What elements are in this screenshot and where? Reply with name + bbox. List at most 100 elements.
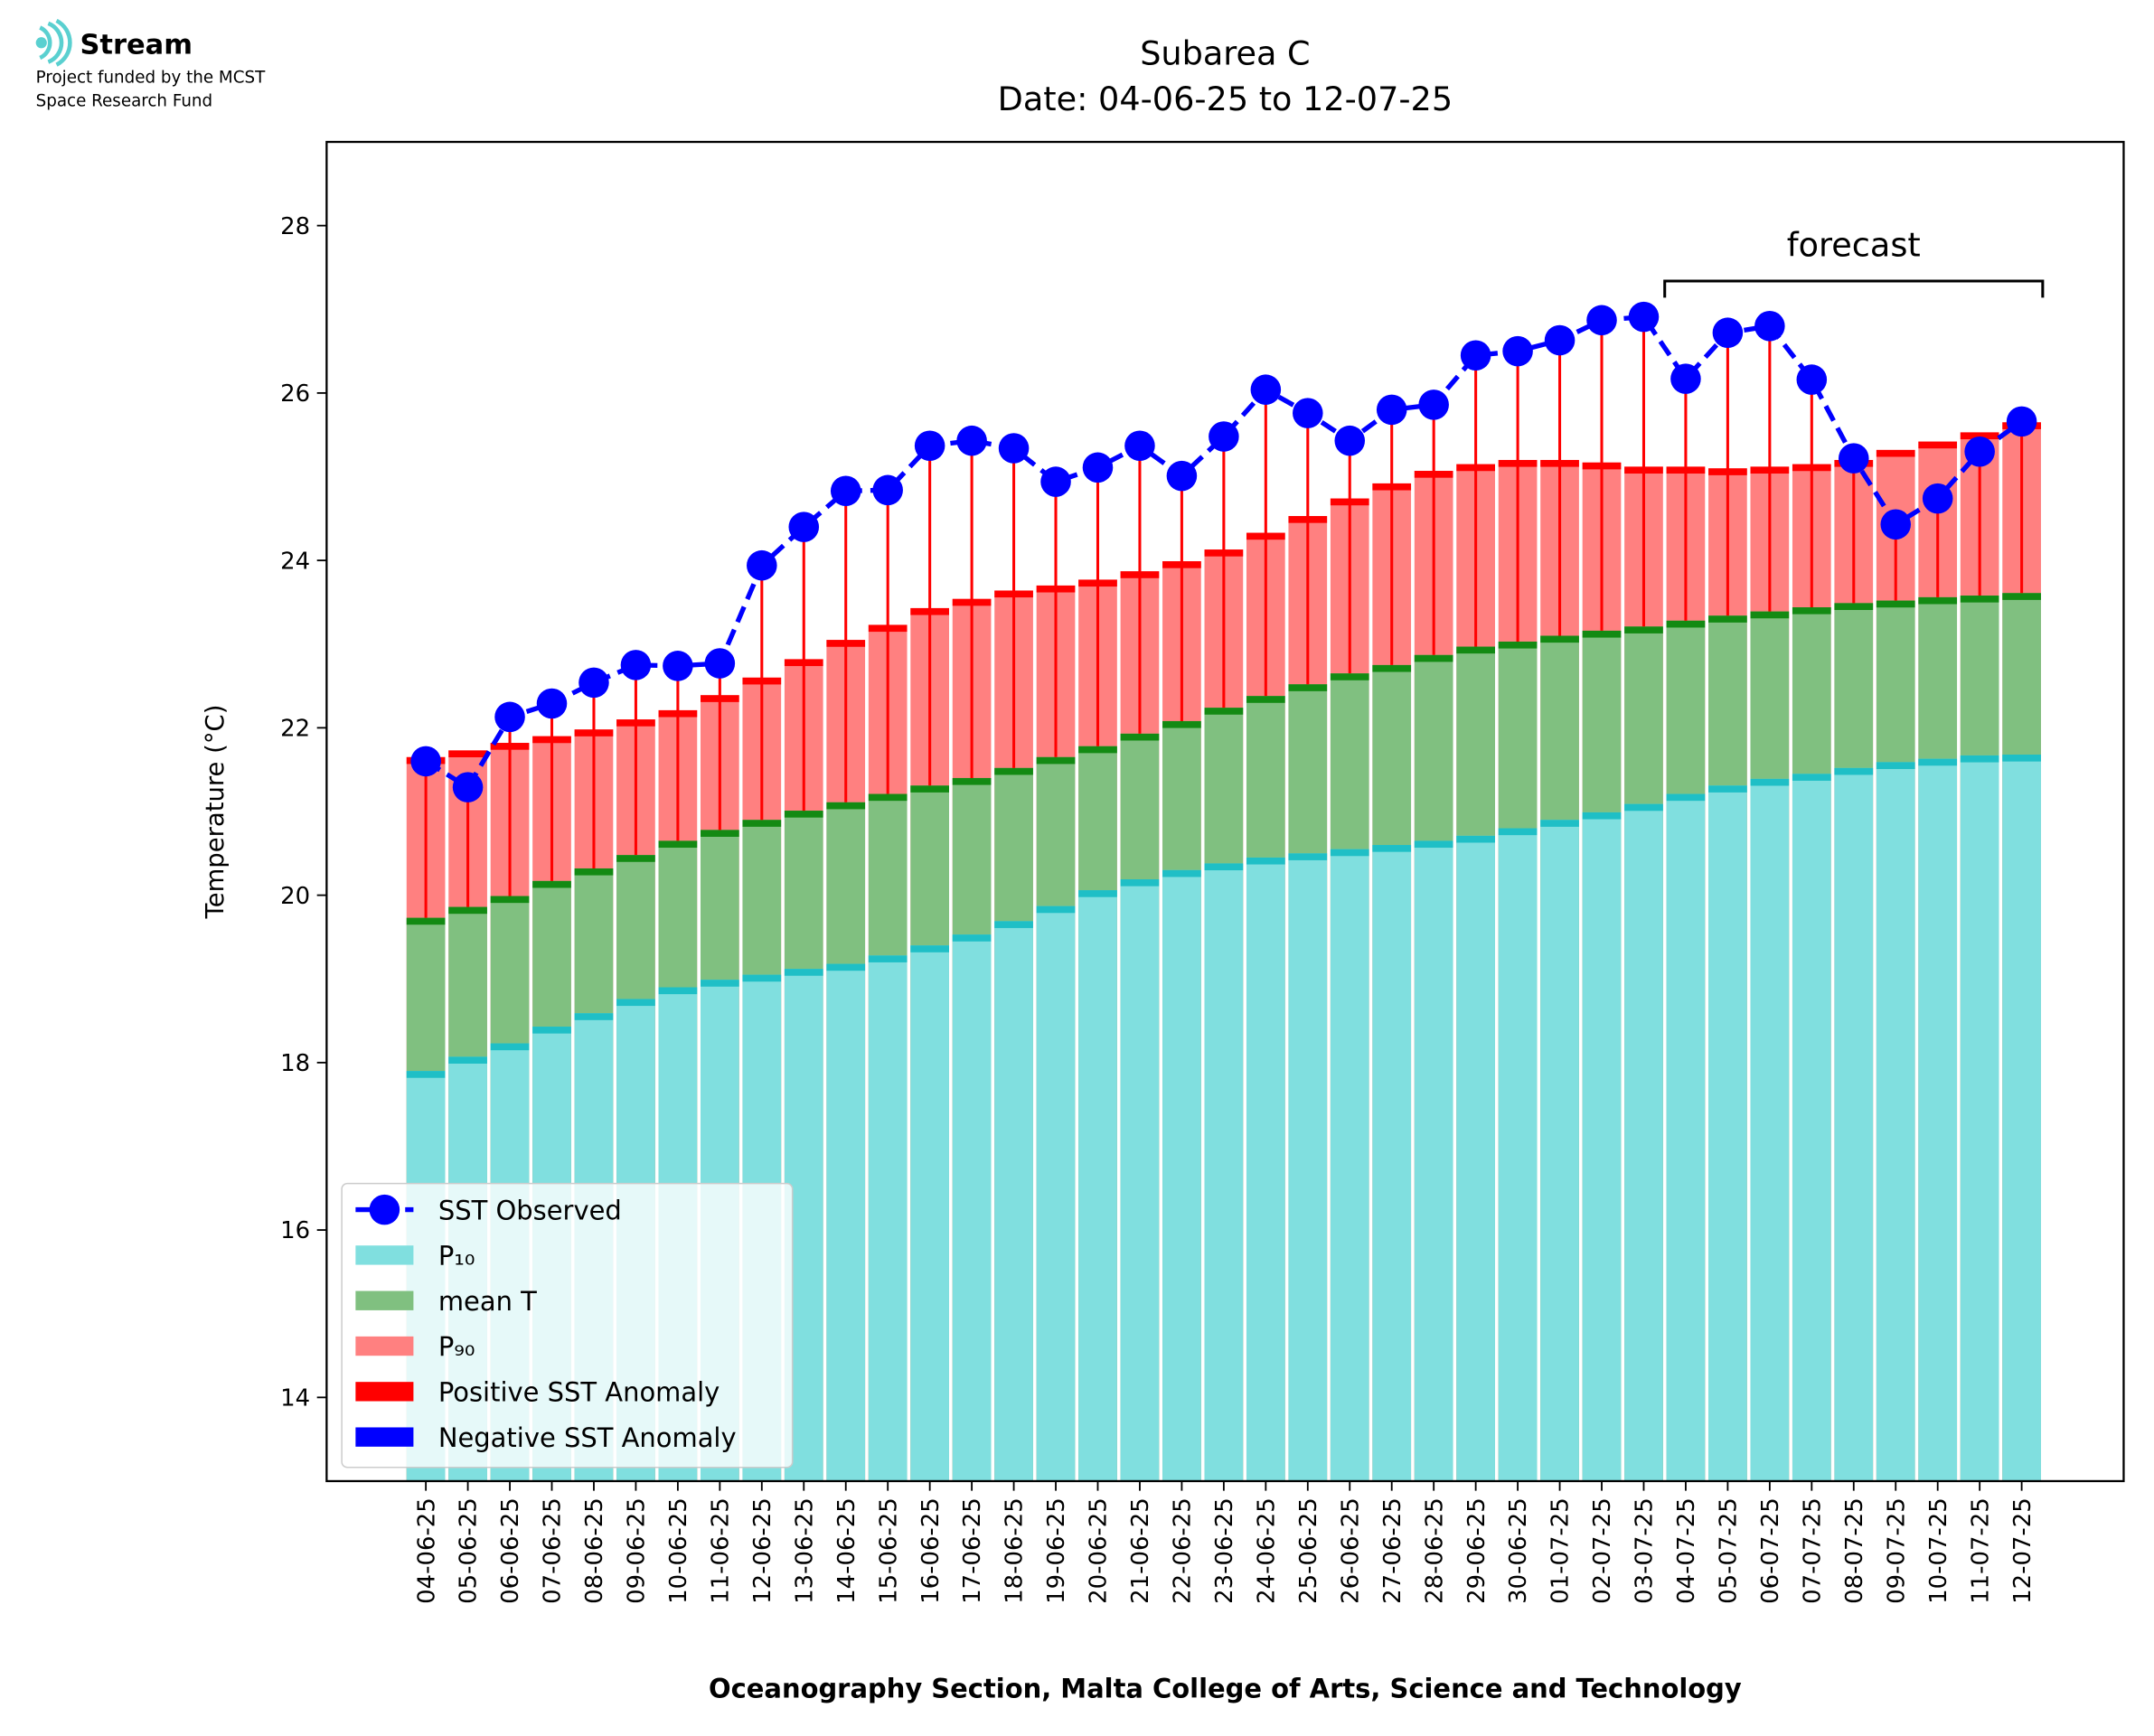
- bar-cap: [1624, 626, 1663, 633]
- logo-line: Space Research Fund: [36, 91, 212, 110]
- x-tick-label: 19-06-25: [1043, 1497, 1070, 1604]
- x-tick-label: 26-06-25: [1337, 1497, 1364, 1604]
- logo-text: Stream: [80, 29, 193, 61]
- marker: [1334, 425, 1366, 456]
- bar-cap: [1078, 890, 1117, 897]
- x-tick-label: 03-07-25: [1632, 1497, 1659, 1604]
- legend-label: Positive SST Anomaly: [438, 1377, 720, 1408]
- bar-cap: [1960, 596, 1999, 603]
- legend-patch: [355, 1336, 414, 1356]
- bar-cap: [1918, 596, 1958, 605]
- bar-cap: [490, 896, 530, 904]
- bar-cap: [2002, 755, 2041, 762]
- marker: [1166, 460, 1198, 492]
- bar-cap: [406, 1071, 446, 1078]
- x-tick-label: 12-06-25: [749, 1497, 776, 1604]
- bar-cap: [2002, 593, 2041, 600]
- bar: [994, 921, 1033, 1481]
- marker: [1418, 389, 1449, 420]
- x-tick-label: 11-06-25: [707, 1497, 734, 1604]
- bar-cap: [994, 767, 1033, 775]
- marker: [1376, 394, 1407, 426]
- marker: [2006, 406, 2037, 437]
- marker: [1628, 301, 1660, 333]
- marker: [1209, 421, 1239, 452]
- marker: [620, 650, 652, 680]
- y-tick-label: 18: [280, 1050, 310, 1077]
- marker: [452, 772, 484, 802]
- bar-cap: [1624, 803, 1663, 812]
- bar-cap: [1498, 828, 1538, 836]
- bar: [1162, 869, 1201, 1481]
- bar-cap: [1204, 708, 1244, 715]
- x-tick-label: 08-06-25: [581, 1497, 608, 1604]
- marker: [998, 433, 1030, 464]
- x-tick-label: 14-06-25: [833, 1497, 861, 1604]
- bar-cap: [1330, 673, 1369, 680]
- x-tick-label: 23-06-25: [1211, 1497, 1238, 1604]
- bar: [1918, 758, 1958, 1481]
- bar: [1330, 849, 1369, 1481]
- bar-cap: [1162, 720, 1201, 728]
- bar: [826, 963, 866, 1481]
- bar: [1876, 762, 1915, 1481]
- bar-cap: [868, 793, 908, 802]
- annotation: forecast: [1787, 226, 1921, 265]
- marker: [1460, 340, 1491, 371]
- bar-cap: [616, 999, 655, 1007]
- x-tick-label: 24-06-25: [1253, 1497, 1280, 1604]
- x-tick-label: 07-07-25: [1799, 1497, 1826, 1604]
- bar-cap: [658, 840, 698, 849]
- bar: [1624, 803, 1663, 1481]
- x-tick-label: 10-07-25: [1925, 1497, 1952, 1604]
- y-tick-label: 20: [280, 883, 310, 910]
- bar: [1288, 853, 1328, 1481]
- x-tick-label: 25-06-25: [1295, 1497, 1322, 1604]
- x-tick-label: 22-06-25: [1170, 1497, 1197, 1604]
- x-tick-label: 11-07-25: [1967, 1497, 1994, 1604]
- marker: [704, 648, 736, 679]
- x-tick-label: 06-07-25: [1757, 1497, 1784, 1604]
- y-tick-label: 26: [280, 380, 310, 408]
- bar-cap: [490, 1043, 530, 1051]
- bar-cap: [1582, 630, 1622, 638]
- bar-cap: [1876, 762, 1915, 769]
- legend: SST Observed P₁₀ mean T P₉₀ Positive SST Ano…: [341, 1182, 794, 1469]
- bar-cap: [1456, 835, 1495, 843]
- bar-cap: [1708, 785, 1747, 793]
- x-tick-label: 12-07-25: [2009, 1497, 2036, 1604]
- bar: [1750, 778, 1790, 1481]
- marker: [830, 475, 861, 507]
- bar-cap: [1204, 863, 1244, 871]
- bar: [1834, 767, 1874, 1481]
- marker: [1124, 430, 1155, 462]
- bar-cap: [1540, 820, 1579, 827]
- bar-cap: [910, 945, 949, 952]
- bar-cap: [1120, 879, 1160, 887]
- x-tick-label: 06-06-25: [497, 1497, 524, 1604]
- bar: [1582, 812, 1622, 1481]
- marker: [410, 746, 441, 777]
- x-tick-label: 30-06-25: [1505, 1497, 1532, 1604]
- bar: [1372, 845, 1412, 1481]
- bar: [1414, 840, 1453, 1481]
- marker: [1250, 374, 1282, 405]
- bar-cap: [616, 855, 655, 862]
- y-tick-label: 28: [280, 213, 310, 240]
- bar-cap: [1708, 615, 1747, 623]
- bar-cap: [1876, 449, 1915, 457]
- legend-patch: [355, 1382, 414, 1402]
- logo-icon: [39, 18, 72, 67]
- bar-cap: [1246, 857, 1285, 865]
- bar: [1540, 820, 1579, 1481]
- x-tick-label: 04-06-25: [413, 1497, 440, 1604]
- bar-cap: [1792, 606, 1831, 615]
- legend-marker: [369, 1194, 400, 1225]
- bar: [1204, 863, 1244, 1481]
- bar-cap: [1120, 733, 1160, 741]
- bar: [1036, 906, 1076, 1481]
- marker: [1839, 443, 1869, 474]
- marker: [1712, 317, 1744, 348]
- bar-cap: [1960, 432, 1999, 440]
